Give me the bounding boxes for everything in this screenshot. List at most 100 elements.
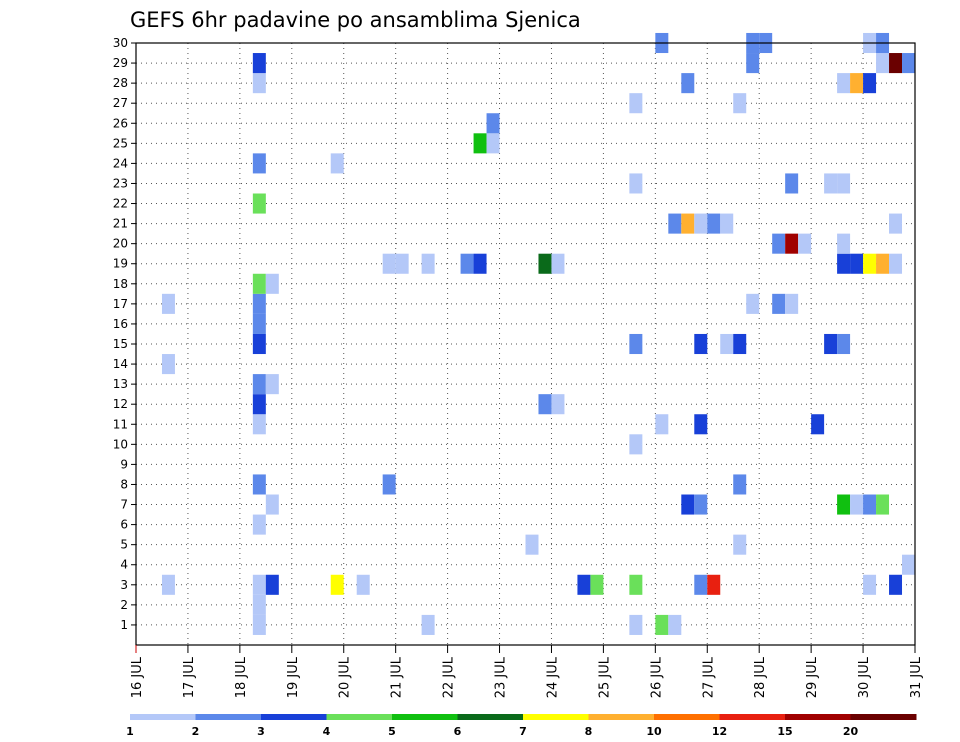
heatmap-cell	[252, 614, 266, 635]
heatmap-cell	[850, 73, 864, 94]
x-tick-label: 19 JUL	[286, 656, 301, 698]
heatmap-cell	[694, 213, 708, 234]
y-tick-label: 8	[120, 477, 128, 491]
y-tick-label: 12	[113, 397, 128, 411]
heatmap-cell	[850, 253, 864, 274]
y-tick-label: 28	[113, 76, 128, 90]
heatmap-cell	[629, 614, 643, 635]
heatmap-cell	[785, 293, 799, 314]
heatmap-cell	[356, 574, 370, 595]
heatmap-cell	[655, 414, 669, 435]
heatmap-cell	[577, 574, 591, 595]
heatmap-cell	[863, 494, 877, 515]
heatmap-cell	[824, 333, 838, 355]
heatmap-cell	[707, 213, 721, 234]
legend-label: 5	[388, 725, 396, 738]
heatmap-cell	[473, 133, 487, 154]
x-tick-label: 29 JUL	[805, 656, 820, 698]
heatmap-cell	[668, 614, 682, 635]
heatmap-cell	[252, 273, 266, 294]
y-tick-label: 24	[113, 156, 128, 170]
heatmap-cell	[707, 574, 721, 595]
heatmap-cell	[629, 173, 643, 194]
heatmap-cell	[486, 133, 500, 154]
heatmap-cell	[629, 333, 643, 355]
heatmap-cell	[837, 494, 851, 515]
heatmap-cell	[811, 414, 825, 435]
heatmap-cell	[772, 293, 786, 314]
heatmap-cell	[681, 73, 695, 94]
legend-label: 4	[323, 725, 331, 738]
y-tick-label: 20	[113, 237, 128, 251]
y-tick-label: 25	[113, 136, 128, 150]
legend-swatch	[785, 714, 851, 720]
legend-label: 8	[585, 725, 593, 738]
y-tick-label: 5	[120, 538, 128, 552]
heatmap-cell	[772, 233, 786, 254]
legend-label: 3	[257, 725, 265, 738]
y-tick-label: 21	[113, 217, 128, 231]
heatmap-cell	[837, 173, 851, 194]
heatmap-cell	[629, 434, 643, 455]
heatmap-cell	[876, 494, 890, 515]
y-tick-label: 22	[113, 197, 128, 211]
y-tick-label: 4	[120, 558, 128, 572]
heatmap-cell	[525, 534, 539, 555]
y-tick-label: 26	[113, 116, 128, 130]
heatmap-cell	[902, 53, 915, 74]
legend-swatch	[457, 714, 524, 720]
heatmap-cell	[733, 93, 747, 114]
heatmap-cell	[265, 374, 279, 395]
heatmap-cell	[252, 414, 266, 435]
y-tick-label: 14	[113, 357, 128, 371]
heatmap-cell	[590, 574, 604, 595]
heatmap-cell	[265, 273, 279, 294]
heatmap-cell	[252, 53, 266, 74]
heatmap-cell	[863, 73, 877, 94]
heatmap-cell	[746, 293, 760, 314]
heatmap-cell	[330, 153, 344, 174]
legend-label: 20	[843, 725, 859, 738]
axes: 1234567891011121314151617181920212223242…	[113, 36, 924, 698]
heatmap-cell	[330, 574, 344, 595]
legend: 1 2 3 4 5 6 7 8 10 12 15 20	[126, 714, 917, 738]
heatmap-cell	[837, 233, 851, 254]
heatmap-cell	[902, 554, 915, 575]
heatmap-cell	[421, 253, 435, 274]
heatmap-cell	[252, 514, 266, 535]
y-tick-label: 17	[113, 297, 128, 311]
heatmap-cell	[551, 394, 565, 415]
heatmap-cell	[252, 293, 266, 314]
heatmap-cell	[733, 333, 747, 355]
legend-swatch	[195, 714, 262, 720]
x-tick-label: 28 JUL	[753, 656, 768, 698]
heatmap-cell	[876, 253, 890, 274]
y-tick-label: 2	[120, 598, 128, 612]
x-tick-label: 20 JUL	[338, 656, 353, 698]
heatmap-cell	[252, 333, 266, 355]
y-tick-label: 18	[113, 277, 128, 291]
heatmap-cell	[785, 233, 799, 254]
x-tick-label: 24 JUL	[545, 656, 560, 698]
x-tick-label: 18 JUL	[234, 656, 249, 698]
legend-label: 6	[454, 725, 462, 738]
heatmap-cell	[863, 253, 877, 274]
heatmap-cell	[252, 574, 266, 595]
x-tick-label: 23 JUL	[494, 656, 509, 698]
legend-label: 1	[126, 725, 134, 738]
y-tick-label: 7	[120, 498, 128, 512]
heatmap-cell	[837, 333, 851, 355]
y-tick-label: 10	[113, 437, 128, 451]
heatmap-cell	[733, 474, 747, 495]
heatmap-cell	[473, 253, 487, 274]
heatmap-cell	[746, 53, 760, 74]
legend-swatch	[588, 714, 655, 720]
heatmap-cell	[486, 113, 500, 134]
heatmap-cell	[720, 213, 734, 234]
heatmap-cell	[252, 594, 266, 615]
heatmap-cell	[629, 574, 643, 595]
heatmap-cell	[252, 474, 266, 495]
heatmap-cell	[668, 213, 682, 234]
heatmap-cell	[889, 213, 903, 234]
